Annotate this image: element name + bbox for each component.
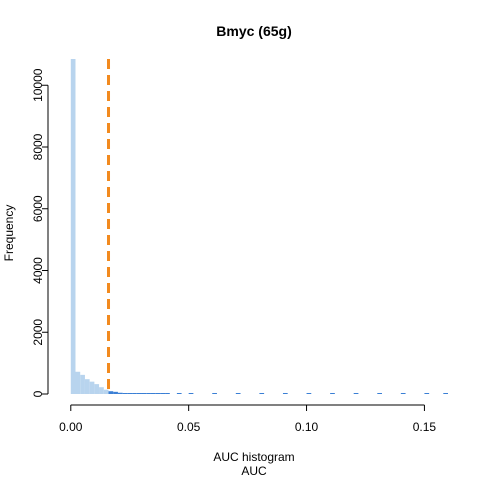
- x-axis: 0.00 0.05 0.10 0.15: [59, 404, 437, 434]
- histogram-bar: [160, 393, 166, 394]
- histogram-bar: [99, 387, 104, 394]
- histogram-bar: [70, 59, 76, 394]
- y-axis-label: Frequency: [2, 205, 16, 262]
- x-tick-label: 0.05: [177, 420, 201, 434]
- y-tick-label: 0: [31, 390, 45, 397]
- histogram-bar: [84, 379, 90, 394]
- y-tick-label: 6000: [31, 195, 45, 222]
- histogram-bar: [117, 392, 123, 394]
- histogram-bar: [424, 393, 430, 394]
- histogram-bar: [235, 393, 241, 394]
- histogram-bar: [127, 393, 133, 394]
- histogram-bar: [176, 393, 182, 394]
- x-axis-label-line2: AUC: [241, 464, 267, 478]
- histogram-bar: [113, 391, 118, 394]
- histogram-bar: [136, 393, 142, 394]
- x-axis-label-line1: AUC histogram: [213, 450, 294, 464]
- histogram-bar: [282, 393, 288, 394]
- histogram-bar: [146, 393, 151, 394]
- histogram-bar: [94, 384, 100, 394]
- histogram-bar: [377, 393, 382, 394]
- y-axis: 0 2000 4000 6000 8000 10000: [31, 68, 49, 397]
- histogram-bar: [89, 381, 95, 394]
- histogram-bar: [443, 393, 448, 394]
- histogram-bar: [155, 393, 161, 394]
- histogram-bar: [150, 393, 156, 394]
- histogram-bar: [80, 374, 85, 394]
- histogram-bar: [330, 393, 335, 394]
- histogram-bar: [212, 393, 217, 394]
- histogram-bar: [132, 393, 137, 394]
- histogram-bar: [400, 393, 406, 394]
- histogram-bar: [188, 393, 194, 394]
- histogram-bar: [122, 393, 128, 394]
- histogram-bar: [141, 393, 147, 394]
- y-tick-label: 4000: [31, 257, 45, 284]
- x-tick-label: 0.15: [413, 420, 437, 434]
- y-tick-label: 2000: [31, 319, 45, 346]
- histogram-bar: [259, 393, 265, 394]
- y-tick-label: 10000: [31, 68, 45, 102]
- histogram-bar: [306, 393, 312, 394]
- histogram-bar: [353, 393, 359, 394]
- x-tick-label: 0.00: [59, 420, 83, 434]
- histogram-bars: [70, 59, 448, 394]
- chart-title: Bmyc (65g): [216, 23, 291, 39]
- histogram-bar: [165, 393, 170, 394]
- y-tick-label: 8000: [31, 133, 45, 160]
- histogram-bar: [103, 389, 109, 394]
- x-tick-label: 0.10: [295, 420, 319, 434]
- histogram-bar: [75, 371, 81, 394]
- histogram-bar: [108, 391, 114, 394]
